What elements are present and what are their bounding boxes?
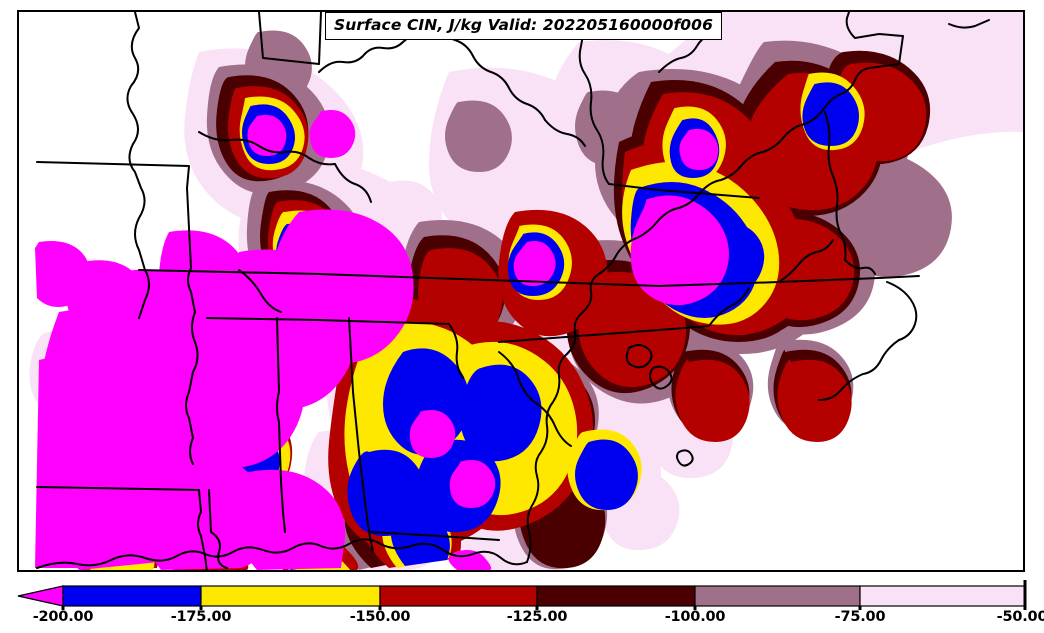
colorbar-band-3 [536, 585, 696, 607]
colorbar-band-5 [859, 585, 1026, 607]
colorbar-band-1 [200, 585, 381, 607]
political-boundaries [36, 12, 990, 570]
colorbar-swatches [17, 580, 1027, 610]
colorbar-tick-label-3: -125.00 [506, 609, 568, 625]
colorbar-tick-label-2: -150.00 [349, 609, 411, 625]
cin-band-below-minus200 [35, 110, 729, 570]
colorbar-tick-label-0: -200.00 [32, 609, 94, 625]
colorbar-band-0 [62, 585, 202, 607]
colorbar-band-2 [379, 585, 538, 607]
colorbar-tick-labels: -200.00 -175.00 -150.00 -125.00 -100.00 … [0, 609, 1044, 633]
colorbar-tick-label-1: -175.00 [170, 609, 232, 625]
colorbar-band-4 [694, 585, 861, 607]
colorbar-tick-label-6: -50.00 [996, 609, 1044, 625]
colorbar-ticks [61, 580, 1027, 610]
plot-title-box: Surface CIN, J/kg Valid: 202205160000f00… [325, 12, 722, 40]
map-panel [17, 10, 1025, 572]
colorbar-extend-min [17, 585, 64, 607]
colorbar: -200.00 -175.00 -150.00 -125.00 -100.00 … [0, 578, 1044, 633]
plot-title: Surface CIN, J/kg Valid: 202205160000f00… [334, 16, 713, 34]
colorbar-tick-label-4: -100.00 [664, 609, 726, 625]
cin-contour-map [19, 12, 1023, 570]
colorbar-tick-label-5: -75.00 [834, 609, 886, 625]
